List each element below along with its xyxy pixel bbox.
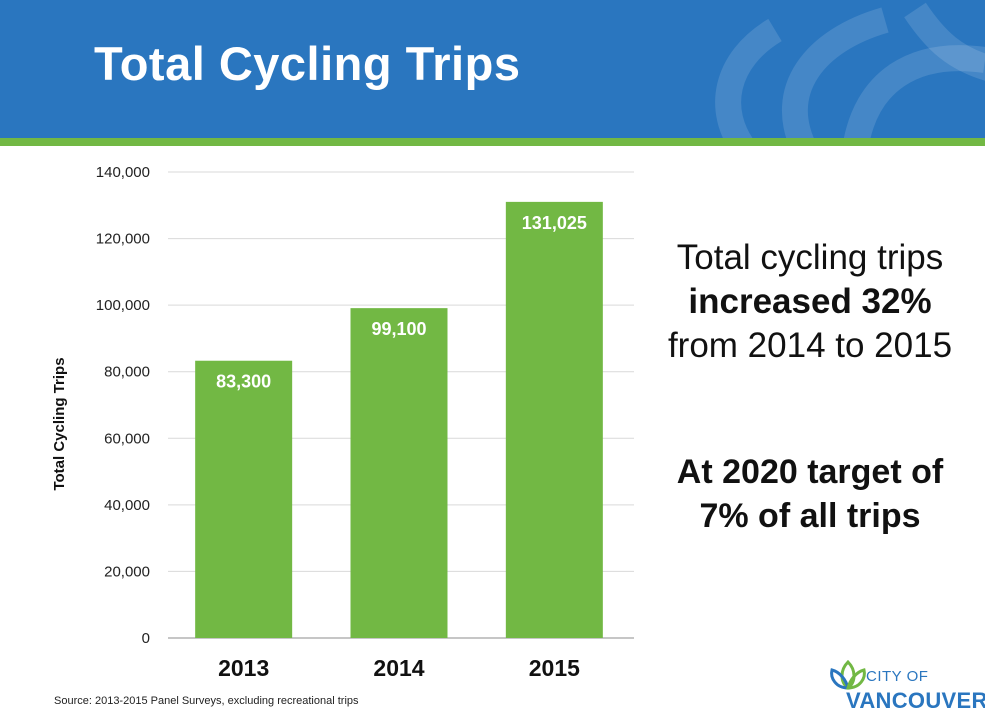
y-tick-label: 100,000 xyxy=(96,297,150,314)
y-tick-label: 140,000 xyxy=(96,164,150,181)
x-category-label: 2015 xyxy=(529,655,580,681)
accent-stripe xyxy=(0,138,985,146)
page-title: Total Cycling Trips xyxy=(94,37,521,90)
y-tick-label: 20,000 xyxy=(104,563,150,580)
increase-callout: Total cycling trips increased 32% from 2… xyxy=(655,236,965,368)
logo-name-text: VANCOUVER xyxy=(846,688,985,713)
callout-text-bold: increased 32% xyxy=(688,282,932,321)
callout-text-a: Total cycling trips xyxy=(676,238,944,277)
source-note: Source: 2013-2015 Panel Surveys, excludi… xyxy=(54,695,359,707)
callout-text-b: from 2014 to 2015 xyxy=(667,326,953,365)
y-axis-ticks: 0 20,000 40,000 60,000 80,000 100,000 120,000 1… xyxy=(96,164,150,647)
target-callout: At 2020 target of 7% of all trips xyxy=(676,453,944,535)
leaf-watermark-icon xyxy=(715,2,985,138)
y-axis-title: Total Cycling Trips xyxy=(51,357,68,490)
y-tick-label: 80,000 xyxy=(104,364,150,381)
bar-value-label: 131,025 xyxy=(522,213,587,233)
bar-value-label: 83,300 xyxy=(216,372,271,392)
x-category-label: 2013 xyxy=(218,655,269,681)
x-category-label: 2014 xyxy=(373,655,424,681)
flower-logo-icon xyxy=(830,659,866,690)
bar-2014 xyxy=(350,308,448,638)
bar-2013 xyxy=(195,360,293,638)
bar-2015 xyxy=(505,201,603,638)
bar-value-label: 99,100 xyxy=(371,319,426,339)
y-tick-label: 40,000 xyxy=(104,497,150,514)
city-of-vancouver-logo: CITY OF VANCOUVER xyxy=(826,654,985,716)
x-axis-labels: 2013 2014 2015 xyxy=(218,655,580,681)
y-tick-label: 60,000 xyxy=(104,430,150,447)
cycling-trips-bar-chart: 0 20,000 40,000 60,000 80,000 100,000 120,000 1… xyxy=(51,164,634,681)
y-tick-label: 120,000 xyxy=(96,231,150,248)
header-banner: Total Cycling Trips xyxy=(0,0,985,138)
bar-value-labels: 83,300 99,100 131,025 xyxy=(216,213,587,392)
y-tick-label: 0 xyxy=(142,630,150,647)
bars xyxy=(195,201,603,638)
logo-city-text: CITY OF xyxy=(866,668,929,685)
